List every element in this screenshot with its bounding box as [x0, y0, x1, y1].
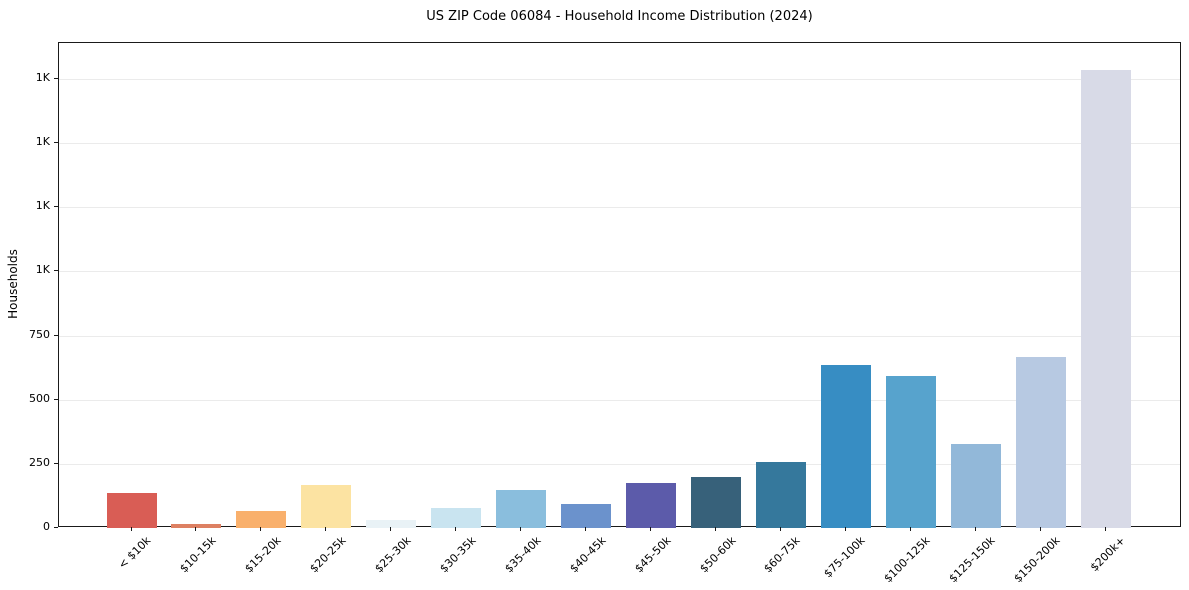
x-tick-mark — [130, 527, 132, 531]
y-tick-mark — [54, 77, 58, 79]
x-tick-label: < $10k — [116, 534, 154, 572]
gridline — [59, 335, 1180, 337]
y-tick-mark — [54, 527, 58, 528]
x-tick-mark — [1039, 527, 1041, 531]
bar — [561, 503, 611, 528]
x-tick-label: $125-150k — [946, 534, 998, 586]
x-tick-mark — [585, 527, 586, 531]
bar — [820, 365, 871, 528]
x-tick-label: $15-20k — [242, 534, 284, 576]
x-tick-mark — [390, 527, 392, 531]
x-tick-label: $35-40k — [502, 534, 544, 576]
y-tick-label: 750 — [29, 327, 50, 341]
y-tick-label: 250 — [29, 455, 50, 469]
x-tick-label: $20-25k — [307, 534, 349, 576]
bar — [236, 510, 287, 528]
bar — [431, 508, 482, 528]
chart-title: US ZIP Code 06084 - Household Income Dis… — [426, 9, 813, 24]
gridline — [59, 463, 1180, 465]
y-tick-label: 1K — [35, 135, 50, 149]
x-tick-mark — [260, 527, 262, 531]
x-tick-mark — [779, 527, 781, 531]
bar — [690, 477, 741, 528]
bar — [626, 483, 676, 528]
y-tick-label: 1K — [35, 199, 50, 213]
y-tick-mark — [54, 142, 58, 144]
x-tick-label: $25-30k — [372, 534, 414, 576]
plot-area — [58, 42, 1181, 528]
x-tick-mark — [714, 527, 716, 531]
bar — [950, 444, 1001, 528]
x-tick-mark — [974, 527, 976, 531]
x-tick-label: $100-125k — [881, 534, 933, 586]
x-tick-label: $200k+ — [1087, 534, 1128, 575]
gridline — [59, 399, 1180, 401]
x-tick-mark — [325, 527, 327, 531]
bar — [301, 484, 352, 528]
y-tick-label: 500 — [29, 391, 50, 405]
bar — [885, 375, 936, 528]
x-tick-mark — [195, 527, 197, 531]
gridline — [59, 271, 1180, 273]
x-tick-mark — [844, 527, 846, 531]
bar — [1080, 69, 1131, 528]
y-tick-label: 1K — [35, 70, 50, 84]
gridline — [59, 143, 1180, 145]
x-tick-label: $30-35k — [437, 534, 479, 576]
bar — [366, 520, 417, 528]
y-tick-mark — [54, 270, 58, 272]
y-tick-mark — [54, 206, 58, 208]
bar — [1015, 357, 1066, 528]
bar — [496, 489, 547, 528]
bar — [755, 462, 806, 528]
x-tick-mark — [520, 527, 522, 531]
x-tick-mark — [1104, 527, 1106, 531]
x-tick-label: $60-75k — [761, 534, 804, 576]
x-tick-label: $50-60k — [696, 534, 739, 576]
y-tick-label: 0 — [43, 520, 50, 533]
gridline — [59, 207, 1180, 209]
x-tick-label: $45-50k — [631, 534, 674, 576]
x-tick-mark — [455, 527, 457, 531]
x-tick-label: $40-45k — [566, 534, 609, 576]
bar — [106, 492, 157, 528]
gridline — [59, 78, 1180, 80]
x-tick-mark — [650, 527, 651, 531]
x-tick-label: $75-100k — [821, 534, 869, 581]
bar — [171, 523, 222, 528]
x-tick-mark — [909, 527, 911, 531]
y-tick-mark — [54, 398, 58, 400]
x-tick-label: $150-200k — [1011, 534, 1063, 586]
y-tick-label: 1K — [35, 263, 50, 277]
x-tick-label: $10-15k — [177, 534, 219, 576]
y-tick-mark — [54, 334, 58, 336]
y-tick-mark — [54, 462, 58, 464]
